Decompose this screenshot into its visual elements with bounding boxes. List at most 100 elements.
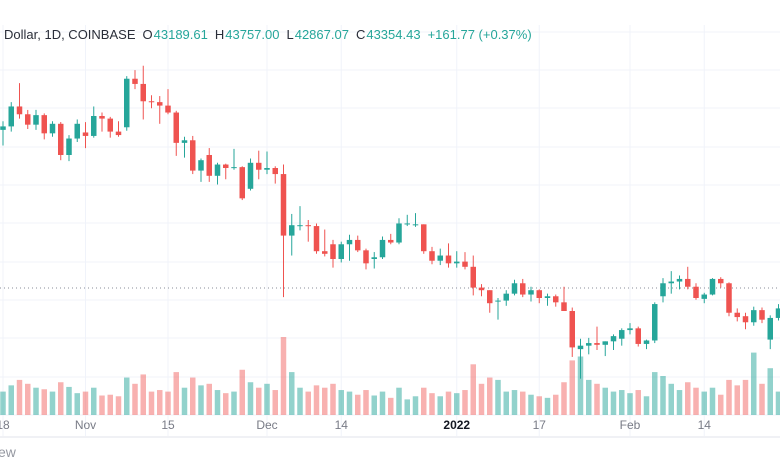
volume-bar [140, 374, 146, 415]
candle-body [330, 244, 336, 259]
volume-bar [437, 396, 443, 415]
candle-body [181, 140, 188, 143]
volume-bar [49, 391, 56, 415]
candle-body [0, 126, 6, 130]
candle-body [41, 115, 47, 134]
volume-bar [602, 387, 608, 415]
volume-bar [742, 379, 749, 415]
volume-bar [520, 391, 526, 415]
volume-bar [478, 383, 485, 415]
volume-bar [718, 394, 724, 415]
volume-bar [701, 391, 707, 415]
volume-bar [264, 383, 270, 415]
x-axis-label[interactable]: 14 [698, 418, 712, 432]
candle-body [198, 160, 204, 171]
candle-body [660, 283, 666, 297]
tradingview-watermark-partial: ew [0, 444, 16, 460]
volume-bar [132, 383, 138, 415]
candle-body [718, 278, 724, 284]
x-axis-label[interactable]: 14 [335, 418, 349, 432]
candle-body [495, 300, 501, 302]
volume-bar [487, 377, 493, 415]
ohlc-open: O 43189.61 [142, 27, 208, 42]
volume-bar [58, 382, 64, 415]
candle-body [247, 162, 254, 189]
candle-body [412, 224, 419, 226]
candle-body [190, 140, 196, 171]
candle-body [652, 304, 658, 341]
candle-body [511, 283, 518, 294]
candle-body [132, 78, 138, 84]
volume-bar [371, 395, 377, 415]
x-axis-label[interactable]: 2022 [443, 418, 470, 432]
volume-bar [462, 390, 468, 415]
candle-body [297, 225, 303, 227]
candle-body [586, 343, 592, 346]
volume-bar [767, 368, 773, 415]
volume-bar [363, 390, 369, 415]
volume-bar [660, 376, 666, 415]
candle-body [264, 168, 270, 170]
candle-body [272, 168, 278, 175]
candle-body [91, 116, 97, 136]
volume-bar [107, 394, 113, 415]
candle-body [148, 101, 155, 103]
volume-bar [231, 391, 237, 415]
candle-body [561, 302, 567, 311]
volume-bar [726, 379, 732, 415]
x-axis-label[interactable]: Feb [620, 418, 641, 432]
volume-bar [775, 391, 780, 415]
volume-bar [338, 390, 344, 415]
price-change: +161.77 (+0.37%) [427, 27, 532, 42]
candle-body [503, 293, 509, 301]
volume-bar [594, 383, 600, 415]
volume-bar [91, 387, 97, 415]
volume-bar [289, 372, 295, 415]
candle-body [322, 251, 328, 254]
volume-bar [115, 396, 122, 415]
volume-bar [536, 396, 542, 415]
candle-body [346, 239, 353, 245]
candle-body [635, 328, 641, 344]
candle-body [157, 102, 163, 106]
candle-body [478, 287, 485, 291]
volume-bar [25, 383, 31, 415]
candle-body [709, 278, 716, 295]
x-axis-label[interactable]: 15 [161, 418, 175, 432]
x-axis-label[interactable]: Dec [256, 418, 277, 432]
volume-bar [503, 391, 509, 415]
candle-body [223, 164, 229, 168]
candle-body [49, 123, 56, 134]
volume-bar [256, 387, 262, 415]
x-axis-label[interactable]: 18 [0, 418, 10, 432]
candle-body [594, 343, 600, 345]
candle-body [313, 226, 320, 252]
candle-body [759, 310, 765, 320]
x-axis-label[interactable]: Nov [75, 418, 96, 432]
candle-body [82, 132, 89, 136]
candle-body [165, 105, 171, 113]
candle-body [239, 167, 245, 199]
volume-bar [8, 385, 14, 415]
candle-body [742, 316, 749, 323]
volume-bar [322, 387, 328, 415]
volume-bar [305, 391, 311, 415]
volume-bar [16, 379, 23, 415]
volume-bar [388, 397, 394, 415]
candle-body [231, 167, 237, 169]
candle-body [619, 330, 625, 339]
volume-bar [553, 394, 559, 415]
candle-body [140, 83, 146, 102]
volume-bar [82, 391, 89, 415]
volume-bar [421, 387, 427, 415]
volume-bar [676, 390, 683, 415]
chart-legend[interactable]: Dollar, 1D, COINBASE O 43189.61 H 43757.00… [4, 27, 532, 42]
candle-body [124, 78, 130, 128]
volume-bar [445, 391, 452, 415]
volume-bar [239, 369, 245, 415]
volume-bar [346, 391, 353, 415]
x-axis-label[interactable]: 17 [533, 418, 547, 432]
volume-bar [709, 387, 716, 415]
volume-bar [190, 377, 196, 415]
